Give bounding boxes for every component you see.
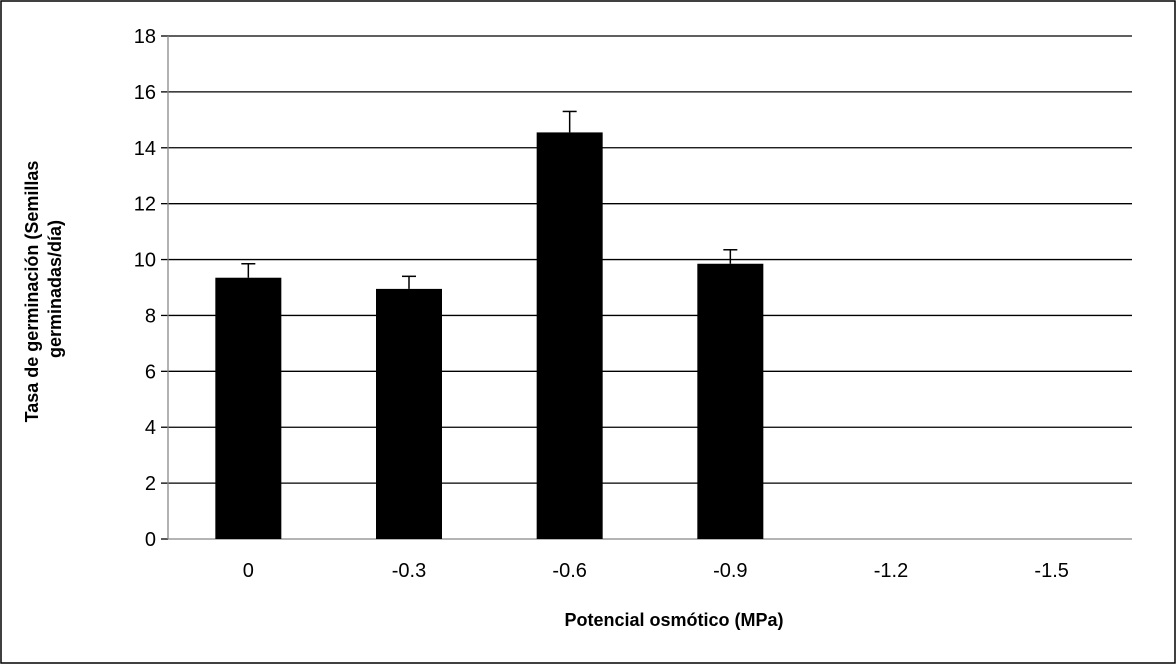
bar	[215, 277, 282, 539]
y-tick-label: 2	[145, 473, 156, 495]
bar	[697, 263, 764, 539]
y-tick-label: 14	[134, 138, 156, 160]
bar	[376, 288, 442, 539]
x-tick-label: -0.9	[713, 560, 747, 582]
y-tick-label: 16	[134, 82, 156, 104]
x-tick-label: -1.5	[1034, 560, 1068, 582]
x-tick-label: -1.2	[874, 560, 908, 582]
y-tick-label: 0	[145, 529, 156, 551]
y-tick-label: 6	[145, 361, 156, 383]
y-tick-label: 4	[145, 417, 156, 439]
x-axis-title: Potencial osmótico (MPa)	[564, 610, 783, 630]
bars	[215, 132, 764, 540]
x-tick-label: 0	[243, 560, 254, 582]
y-tick-label: 12	[134, 194, 156, 216]
y-axis-title: Tasa de germinación (Semillas germinadas…	[22, 156, 65, 423]
x-tick-label: -0.6	[552, 560, 586, 582]
axes	[167, 36, 1132, 540]
y-axis-title-line1: Tasa de germinación (Semillas	[22, 161, 42, 423]
gridlines	[161, 35, 1132, 540]
bar	[536, 132, 603, 540]
y-tick-label: 8	[145, 305, 156, 327]
y-tick-label: 10	[134, 250, 156, 272]
y-tick-labels: 0 2 4 6 8 10 12 14 16 18	[134, 26, 156, 551]
y-tick-label: 18	[134, 26, 156, 48]
y-axis-title-line2: germinadas/día)	[45, 220, 65, 358]
x-tick-labels: 0 -0.3 -0.6 -0.9 -1.2 -1.5	[243, 560, 1069, 582]
x-tick-label: -0.3	[392, 560, 426, 582]
error-bars	[241, 110, 738, 289]
